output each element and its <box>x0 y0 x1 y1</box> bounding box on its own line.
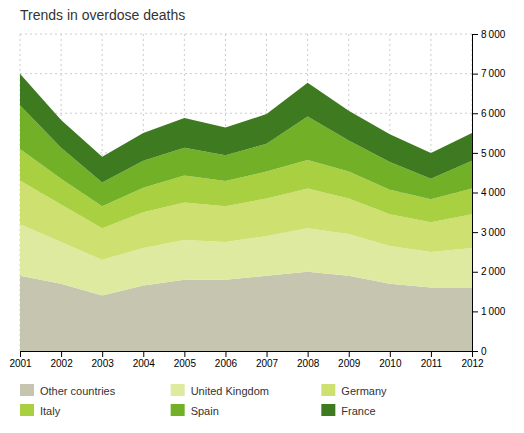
tick-label: 2007 <box>256 358 279 369</box>
tick: 8 000 <box>472 29 506 40</box>
tick: 6 000 <box>472 108 506 119</box>
tick: 2004 <box>133 351 156 369</box>
tick: 7 000 <box>472 68 506 79</box>
tick-mark <box>267 351 268 357</box>
tick-mark <box>225 351 226 357</box>
tick-mark <box>61 351 62 357</box>
legend-item: Italy <box>20 404 61 417</box>
tick-label: 2008 <box>297 358 320 369</box>
tick-mark <box>20 351 21 357</box>
legend-label: United Kingdom <box>191 385 269 397</box>
tick: 2 000 <box>472 266 506 277</box>
x-axis: 2001 2002 2003 2004 2005 2006 2007 2008 2009 2010… <box>9 351 484 369</box>
plot: 2001 2002 2003 2004 2005 2006 2007 2008 2009 2010… <box>9 29 505 369</box>
tick-mark <box>349 351 350 357</box>
tick-mark <box>472 74 478 75</box>
legend-label: Spain <box>191 405 219 417</box>
tick-label: 2004 <box>133 358 156 369</box>
legend-label: Italy <box>40 405 61 417</box>
tick-mark <box>472 232 478 233</box>
tick: 4 000 <box>472 187 506 198</box>
tick-label: 2009 <box>338 358 361 369</box>
grid-line-y <box>20 73 472 74</box>
tick: 2010 <box>379 351 402 369</box>
legend-swatch <box>321 384 335 396</box>
tick: 1 000 <box>472 306 506 317</box>
tick-label: 0 <box>481 346 487 357</box>
tick-label: 4 000 <box>481 187 506 198</box>
chart-container: 2001 2002 2003 2004 2005 2006 2007 2008 2009 2010… <box>0 0 524 433</box>
tick: 2008 <box>297 351 320 369</box>
tick-mark <box>472 113 478 114</box>
grid <box>20 34 472 351</box>
tick: 0 <box>472 346 487 357</box>
tick: 5 000 <box>472 148 506 159</box>
tick-label: 2 000 <box>481 266 506 277</box>
tick: 2007 <box>256 351 279 369</box>
tick: 2005 <box>174 351 197 369</box>
legend-swatch <box>171 404 185 416</box>
area-layer <box>20 74 472 183</box>
legend-swatch <box>20 384 34 396</box>
legend-swatch <box>321 404 335 416</box>
tick-mark <box>472 153 478 154</box>
tick-label: 3 000 <box>481 227 506 238</box>
legend-item: United Kingdom <box>171 384 269 397</box>
axis-domain <box>473 35 479 352</box>
tick-label: 2012 <box>461 358 484 369</box>
tick-label: 7 000 <box>481 68 506 79</box>
grid-line-y <box>20 34 472 35</box>
chart-svg: 2001 2002 2003 2004 2005 2006 2007 2008 2009 2010… <box>0 0 524 433</box>
tick-label: 2001 <box>9 358 32 369</box>
tick-label: 8 000 <box>481 29 506 40</box>
tick-mark <box>472 311 478 312</box>
tick: 2003 <box>92 351 115 369</box>
tick-mark <box>472 272 478 273</box>
legend: Other countries United Kingdom Germany Ital… <box>20 384 387 417</box>
tick-label: 6 000 <box>481 108 506 119</box>
tick-label: 2003 <box>92 358 115 369</box>
tick-mark <box>431 351 432 357</box>
areas <box>20 74 472 351</box>
legend-swatch <box>20 404 34 416</box>
legend-label: France <box>341 405 375 417</box>
tick: 2001 <box>9 351 32 369</box>
legend-item: Spain <box>171 404 219 417</box>
legend-swatch <box>171 384 185 396</box>
tick: 2011 <box>421 351 443 369</box>
tick-label: 2002 <box>50 358 73 369</box>
y-axis: 0 1 000 2 000 3 000 4 000 5 000 6 000 7 000 8 00… <box>472 29 506 357</box>
legend-label: Germany <box>341 385 387 397</box>
tick-mark <box>102 351 103 357</box>
tick-label: 1 000 <box>481 306 506 317</box>
tick: 3 000 <box>472 227 506 238</box>
tick-mark <box>472 34 478 35</box>
tick: 2006 <box>215 351 238 369</box>
tick-label: 2006 <box>215 358 238 369</box>
legend-item: Germany <box>321 384 387 397</box>
tick-mark <box>308 351 309 357</box>
tick-mark <box>390 351 391 357</box>
grid-line-y <box>20 113 472 114</box>
tick-label: 5 000 <box>481 148 506 159</box>
tick: 2009 <box>338 351 361 369</box>
tick-label: 2011 <box>421 358 443 369</box>
tick-mark <box>143 351 144 357</box>
tick-mark <box>184 351 185 357</box>
legend-item: Other countries <box>20 384 116 397</box>
tick-label: 2010 <box>379 358 402 369</box>
legend-label: Other countries <box>40 385 116 397</box>
tick-mark <box>472 351 478 352</box>
tick-label: 2005 <box>174 358 197 369</box>
legend-item: France <box>321 404 375 417</box>
tick: 2002 <box>50 351 73 369</box>
axis-domain <box>21 352 473 358</box>
tick-mark <box>472 193 478 194</box>
title: Trends in overdose deaths <box>20 7 185 23</box>
